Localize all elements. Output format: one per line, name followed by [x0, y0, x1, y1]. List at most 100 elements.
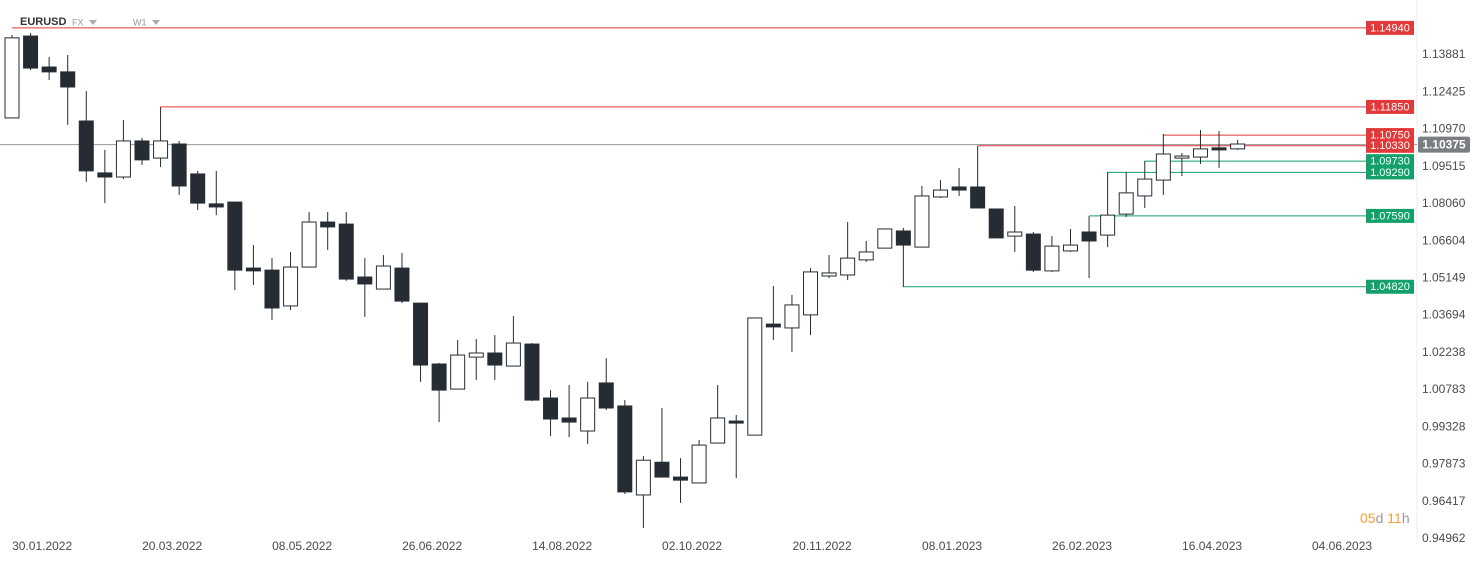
x-tick-label: 30.01.2022 [12, 539, 72, 553]
candle-body [524, 343, 540, 401]
candle-body [1081, 231, 1097, 242]
candle-body [747, 317, 763, 436]
y-tick-label: 0.94962 [1422, 531, 1466, 545]
candle-body [1192, 148, 1208, 158]
candle-body [338, 223, 354, 280]
candle-body [134, 140, 150, 161]
candle-body [1230, 143, 1246, 150]
candle-body [1007, 231, 1023, 237]
candle-body [97, 172, 113, 178]
candle-body [78, 120, 94, 172]
level-label: 1.07590 [1370, 210, 1410, 222]
candle-body [821, 272, 837, 277]
candle-body [505, 342, 521, 367]
y-tick-label: 1.13881 [1422, 47, 1466, 61]
level-label-box [1366, 279, 1414, 294]
countdown-hours: 11 [1387, 510, 1402, 526]
level-label: 1.14940 [1370, 22, 1410, 34]
candle-body [4, 37, 20, 119]
candle-body [840, 257, 856, 276]
candle-body [394, 267, 410, 302]
x-tick-label: 20.11.2022 [792, 539, 851, 553]
level-label: 1.10750 [1370, 129, 1410, 141]
candle-body [617, 405, 633, 493]
candle-body [580, 397, 596, 432]
candle-body [877, 228, 893, 249]
market: FX [72, 17, 84, 27]
candle-body [1118, 192, 1134, 215]
candle-body [1174, 155, 1190, 159]
candle-body [41, 66, 57, 73]
symbol: EURUSD [20, 16, 67, 28]
level-label: 1.04820 [1370, 281, 1410, 293]
level-label-box [1366, 20, 1414, 35]
level-label-box [1366, 165, 1414, 180]
candle-body [245, 267, 261, 272]
candle-body [598, 382, 614, 409]
x-tick-label: 20.03.2022 [142, 539, 202, 553]
countdown-hours-unit: h [1402, 510, 1410, 526]
x-tick-label: 26.06.2022 [402, 539, 462, 553]
y-tick-label: 1.09515 [1422, 159, 1466, 173]
candle-body [654, 461, 670, 478]
candle-body [320, 221, 336, 228]
candle-body [1025, 233, 1041, 271]
candle-body [115, 140, 131, 178]
candle-body [765, 323, 781, 328]
candle-body [1155, 153, 1171, 181]
candle-body [710, 417, 726, 444]
candle-body [895, 230, 911, 246]
level-label-box [1366, 154, 1414, 169]
candle-body [413, 302, 429, 366]
candle-body [988, 208, 1004, 239]
candle-body [803, 271, 819, 316]
candle-body [301, 221, 317, 268]
candle-body [264, 269, 280, 309]
countdown-days: 05 [1360, 510, 1376, 526]
candle-body [208, 203, 224, 208]
y-tick-label: 1.03694 [1422, 308, 1466, 322]
level-label-box [1366, 99, 1414, 114]
y-tick-label: 1.12425 [1422, 84, 1466, 98]
candle-body [784, 304, 800, 329]
candle-body [487, 352, 503, 366]
x-tick-label: 08.05.2022 [272, 539, 332, 553]
candle-body [1211, 147, 1227, 151]
y-tick-label: 1.10970 [1422, 122, 1466, 136]
interval[interactable]: W1 [133, 17, 147, 27]
candle-body [914, 195, 930, 248]
last-price-box [1418, 136, 1470, 153]
level-label: 1.10330 [1370, 140, 1410, 152]
x-tick-label: 08.01.2023 [922, 539, 982, 553]
x-tick-label: 14.08.2022 [532, 539, 592, 553]
candle-body [970, 186, 986, 209]
candle-body [375, 265, 391, 290]
candle-body [171, 143, 187, 187]
level-label: 1.11850 [1371, 101, 1410, 113]
candle-body [933, 189, 948, 198]
y-tick-label: 1.05149 [1422, 271, 1466, 285]
level-label-box [1366, 128, 1414, 143]
y-tick-label: 1.06604 [1422, 233, 1466, 247]
y-tick-label: 1.00783 [1422, 382, 1466, 396]
dropdown-icon[interactable] [152, 20, 160, 25]
candle-body [691, 444, 707, 484]
candle-body [543, 397, 559, 420]
candle-body [858, 251, 874, 261]
candle-body [23, 35, 39, 69]
countdown: 05d 11h [1360, 510, 1410, 526]
candle-body [1044, 245, 1060, 272]
candle-body [635, 459, 651, 496]
candle-body [283, 266, 299, 307]
y-tick-label: 1.02238 [1422, 345, 1466, 359]
dropdown-icon[interactable] [89, 20, 97, 25]
level-label: 1.09730 [1370, 156, 1410, 168]
candle-body [153, 140, 169, 159]
level-label-box [1366, 138, 1414, 153]
candle-body [431, 363, 447, 391]
candle-body [60, 71, 76, 88]
last-price-label: 1.10375 [1422, 137, 1466, 151]
candle-body [468, 352, 484, 358]
y-tick-label: 1.08060 [1422, 196, 1466, 210]
